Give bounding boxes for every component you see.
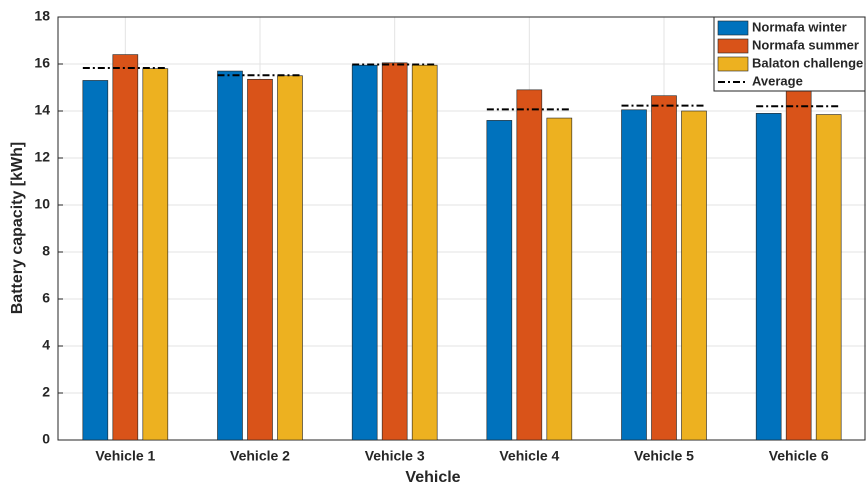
bar [112,54,139,441]
y-tick-label: 16 [34,55,50,71]
plot-frame [57,16,866,441]
bar [486,120,513,441]
bar [411,64,438,441]
bar [785,90,812,441]
bar [681,110,707,441]
legend-label: Average [752,73,803,88]
x-tick-label: Vehicle 1 [95,448,155,464]
legend-swatch [717,38,749,54]
bar [651,95,677,441]
legend-label: Balaton challenge [752,55,863,70]
bar [755,113,782,441]
bar [546,117,573,441]
y-tick-label: 14 [34,102,50,118]
x-tick-label: Vehicle 4 [499,448,559,464]
y-axis-label: Battery capacity [kWh] [9,142,26,315]
x-tick-label: Vehicle 3 [365,448,425,464]
bar [247,78,273,441]
legend-label: Normafa summer [752,37,859,52]
bar [277,75,303,441]
y-tick-label: 10 [34,196,50,212]
bar [516,89,543,441]
y-tick-label: 18 [34,8,50,24]
legend-label: Normafa winter [752,19,847,34]
x-axis-label: Vehicle [405,469,460,485]
bar [381,62,408,441]
bar [815,114,842,441]
x-tick-label: Vehicle 6 [769,448,829,464]
x-tick-label: Vehicle 2 [230,448,290,464]
y-tick-label: 0 [42,431,50,447]
legend-swatch [717,20,749,36]
y-tick-label: 6 [42,290,50,306]
y-tick-label: 12 [34,149,50,165]
x-tick-label: Vehicle 5 [634,448,694,464]
y-tick-label: 2 [42,384,50,400]
y-tick-label: 8 [42,243,50,259]
bar [142,68,169,441]
bar [621,109,647,441]
y-tick-label: 4 [42,337,50,353]
bar [82,80,109,441]
legend-swatch [717,56,749,72]
bar [217,70,243,441]
bar [351,64,378,441]
